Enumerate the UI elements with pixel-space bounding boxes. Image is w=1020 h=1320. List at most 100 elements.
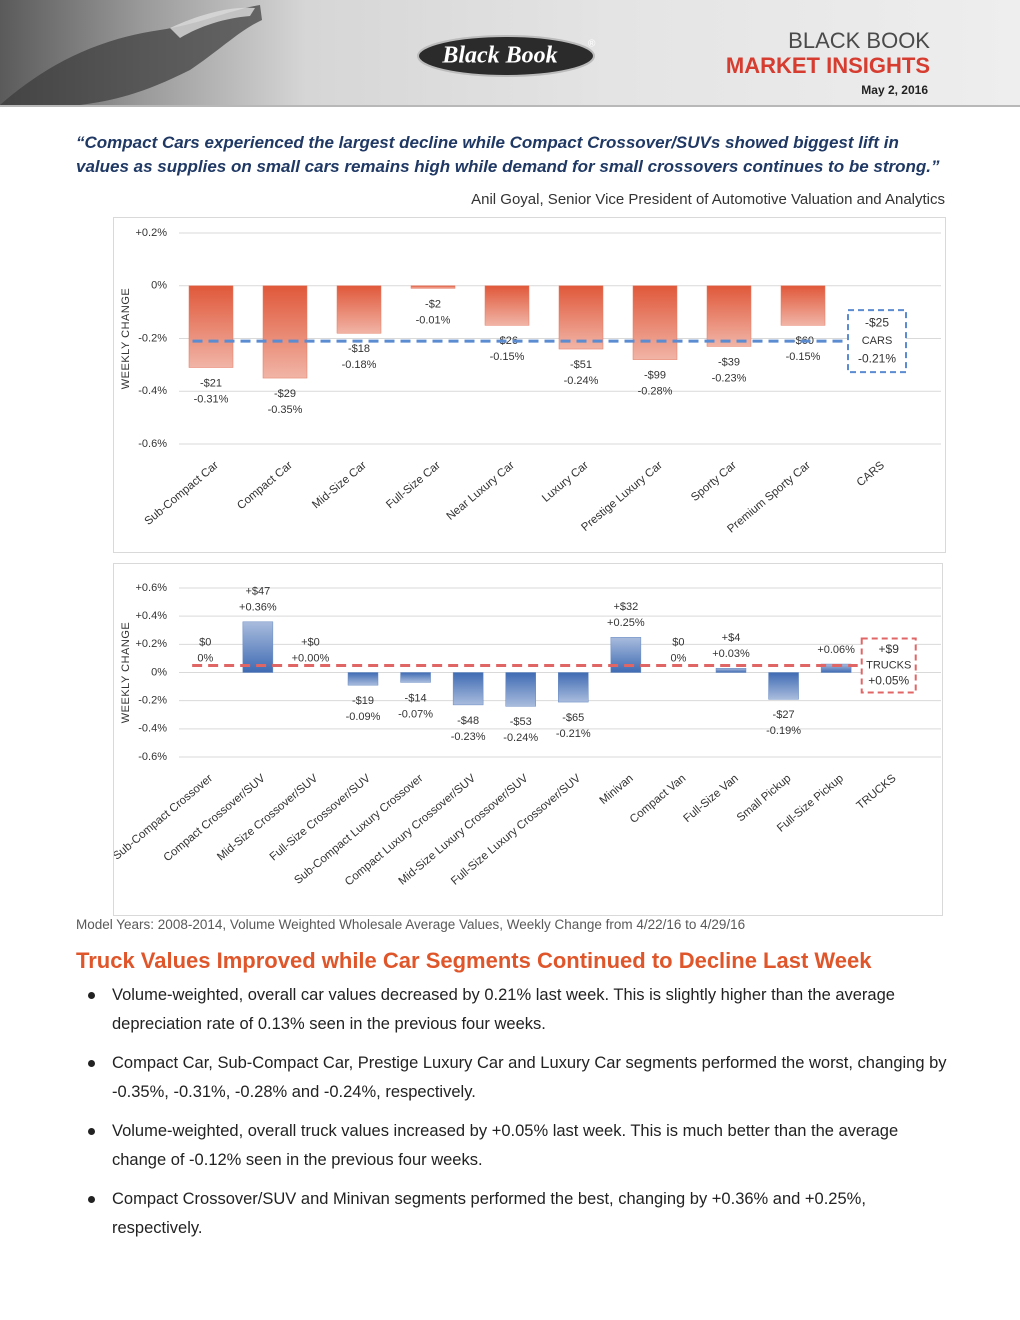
x-tick-label: Full-Size Van bbox=[681, 772, 740, 825]
bar bbox=[558, 672, 589, 703]
value-label: -0.21% bbox=[556, 728, 591, 740]
heading: Truck Values Improved while Car Segments… bbox=[76, 948, 872, 973]
y-tick-label: 0% bbox=[151, 280, 167, 292]
dollar-label: +$0 bbox=[301, 636, 320, 648]
dollar-label: +$9 bbox=[879, 642, 900, 656]
y-tick-label: +0.4% bbox=[136, 610, 168, 622]
bar bbox=[188, 285, 234, 368]
dollar-label: -$29 bbox=[274, 388, 296, 400]
dollar-label: -$27 bbox=[773, 709, 795, 721]
value-label: -0.09% bbox=[346, 711, 381, 723]
logo-oval bbox=[417, 35, 595, 77]
total-name: CARS bbox=[862, 335, 893, 347]
bullet: Volume-weighted, overall car values decr… bbox=[76, 981, 956, 1039]
bar bbox=[484, 285, 530, 326]
ornament-highlight bbox=[170, 7, 255, 38]
value-label: -0.19% bbox=[766, 725, 801, 737]
dollar-label: +$47 bbox=[245, 586, 270, 598]
x-tick-label: Sporty Car bbox=[689, 459, 739, 504]
y-tick-label: -0.6% bbox=[138, 751, 167, 763]
bar bbox=[452, 672, 484, 706]
value-label: -0.28% bbox=[638, 386, 673, 398]
y-tick-label: -0.6% bbox=[138, 438, 167, 450]
bar bbox=[336, 285, 382, 334]
dollar-label: -$2 bbox=[425, 298, 441, 310]
x-tick-label: Premium Sporty Car bbox=[725, 459, 813, 535]
value-label: +0.05% bbox=[868, 673, 909, 687]
note: Model Years: 2008-2014, Volume Weighted … bbox=[76, 917, 746, 932]
total-box bbox=[860, 637, 917, 694]
total-box bbox=[847, 309, 907, 374]
bar bbox=[780, 285, 826, 326]
value-label: +0.03% bbox=[712, 648, 750, 660]
value-label: +0.36% bbox=[239, 602, 277, 614]
dollar-label: +$4 bbox=[722, 632, 741, 644]
bar bbox=[400, 672, 431, 683]
value-label: +0.06% bbox=[817, 644, 855, 656]
x-tick-label: Compact Van bbox=[628, 772, 688, 825]
y-tick-label: -0.2% bbox=[138, 332, 167, 344]
value-label: -0.21% bbox=[858, 351, 896, 365]
dollar-label: -$51 bbox=[570, 359, 592, 371]
truck-chart: +0.6% +0.4% +0.2% 0% -0.2% -0.4% -0.6% WEEKLY C… bbox=[113, 563, 943, 916]
ornament bbox=[0, 5, 262, 105]
date: May 2, 2016 bbox=[861, 83, 928, 97]
bar bbox=[262, 285, 308, 379]
bar bbox=[558, 285, 604, 350]
y-tick-label: 0% bbox=[151, 666, 167, 678]
bar bbox=[768, 672, 799, 700]
bullet: Compact Crossover/SUV and Minivan segmen… bbox=[76, 1185, 956, 1243]
x-tick-label: Full-Size Crossover/SUV bbox=[268, 772, 373, 863]
dollar-label: +$32 bbox=[613, 601, 638, 613]
value-label: -0.35% bbox=[268, 404, 303, 416]
y-tick-label: +0.6% bbox=[136, 582, 168, 594]
y-tick-label: +0.2% bbox=[136, 638, 168, 650]
y-tick-label: +0.2% bbox=[136, 227, 168, 239]
logo: Black Book bbox=[441, 43, 557, 69]
value-label: -0.23% bbox=[712, 372, 747, 384]
dollar-label: -$19 bbox=[352, 695, 374, 707]
value-label: +0.25% bbox=[607, 617, 645, 629]
x-tick-label: Full-Size Car bbox=[384, 459, 443, 511]
dollar-label: -$65 bbox=[562, 712, 584, 724]
dollar-label: -$53 bbox=[510, 716, 532, 728]
header: Black Book ® BLACK BOOK MARKET INSIGHTS … bbox=[0, 0, 1020, 107]
dollar-label: $0 bbox=[672, 636, 684, 648]
brand: BLACK BOOK bbox=[788, 28, 930, 53]
x-tick-label: Sub-Compact Crossover bbox=[113, 772, 215, 862]
dollar-label: -$21 bbox=[200, 377, 222, 389]
dollar-label: -$25 bbox=[865, 315, 889, 329]
bar bbox=[347, 672, 379, 686]
x-tick-label: Prestige Luxury Car bbox=[579, 459, 665, 534]
bar bbox=[632, 285, 678, 360]
dollar-label: -$39 bbox=[718, 356, 740, 368]
dollar-label: -$14 bbox=[405, 692, 427, 704]
value-label: +0.00% bbox=[292, 652, 330, 664]
y-tick-label: -0.4% bbox=[138, 385, 167, 397]
y-tick-label: -0.4% bbox=[138, 723, 167, 735]
total-name: TRUCKS bbox=[866, 659, 911, 671]
dollar-label: -$26 bbox=[496, 335, 518, 347]
dollar-label: -$48 bbox=[457, 715, 479, 727]
bullet: Volume-weighted, overall truck values in… bbox=[76, 1117, 956, 1175]
value-label: -0.01% bbox=[416, 314, 451, 326]
car-chart: +0.2% 0% -0.2% -0.4% -0.6% WEEKLY CHANGE Sub-C… bbox=[113, 217, 946, 553]
value-label: 0% bbox=[197, 652, 213, 664]
x-tick-label: Compact Crossover/SUV bbox=[162, 772, 268, 864]
x-tick-label: TRUCKS bbox=[855, 772, 899, 812]
y-axis-title: WEEKLY CHANGE bbox=[120, 622, 132, 723]
dollar-label: -$99 bbox=[644, 370, 666, 382]
bullet: Compact Car, Sub-Compact Car, Prestige L… bbox=[76, 1049, 956, 1107]
value-label: -0.24% bbox=[503, 732, 538, 744]
value-label: -0.15% bbox=[786, 351, 821, 363]
bar bbox=[706, 285, 752, 347]
x-tick-label: CARS bbox=[855, 459, 887, 489]
value-label: -0.07% bbox=[398, 708, 433, 720]
bar bbox=[610, 637, 642, 673]
value-label: -0.24% bbox=[564, 375, 599, 387]
logo-mark: ® bbox=[588, 39, 596, 50]
value-label: 0% bbox=[670, 652, 686, 664]
product: MARKET INSIGHTS bbox=[726, 53, 930, 78]
value-label: -0.18% bbox=[342, 359, 377, 371]
